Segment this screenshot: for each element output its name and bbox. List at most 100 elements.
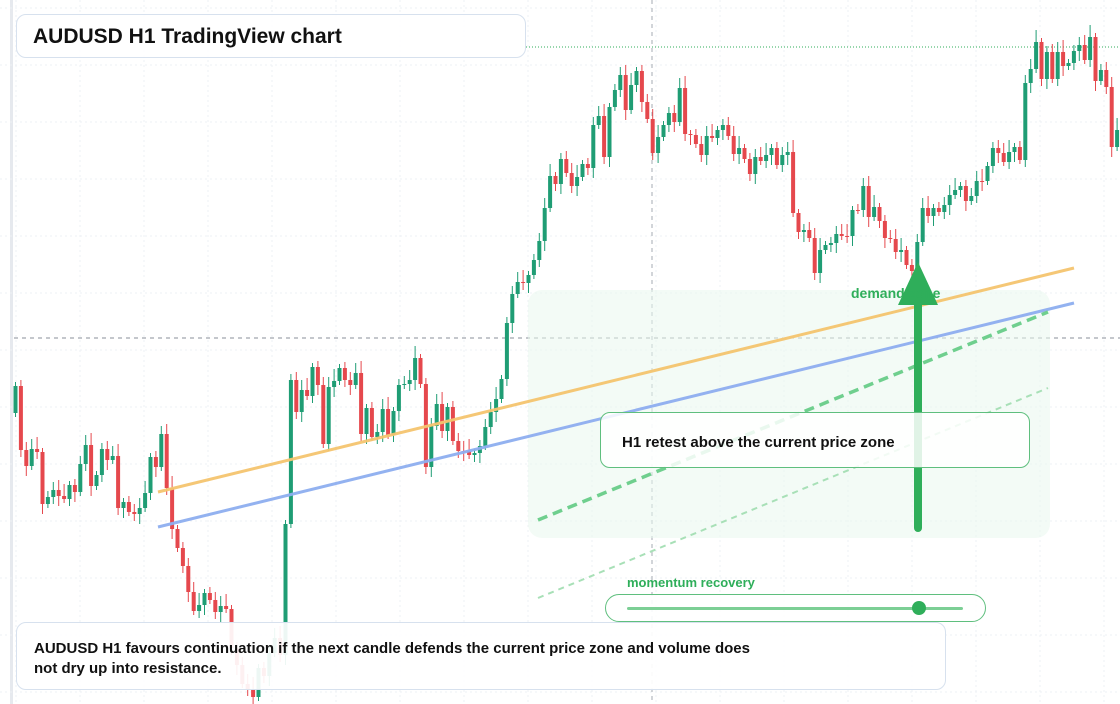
candle-body [1023, 83, 1028, 160]
arrow-head [898, 262, 938, 305]
candle-body [299, 390, 304, 412]
candle-body [380, 409, 385, 432]
candle-body [618, 75, 623, 90]
candle-body [175, 529, 180, 548]
retest-callout: H1 retest above the current price zone [600, 412, 1030, 468]
candle-body [56, 490, 61, 496]
momentum-slider[interactable] [605, 594, 986, 622]
candle-body [726, 125, 731, 136]
candle-body [342, 368, 347, 380]
candle-body [186, 566, 191, 592]
candle-body [623, 75, 628, 110]
candle-body [791, 152, 796, 213]
candle-body [29, 449, 34, 466]
candle-body [170, 488, 175, 529]
candle-body [526, 275, 531, 283]
candle-body [386, 409, 391, 435]
candle-body [807, 230, 812, 238]
candle-body [553, 176, 558, 184]
candle-body [558, 159, 563, 184]
candle-body [753, 157, 758, 174]
candle-body [672, 113, 677, 122]
candle-body [218, 606, 223, 612]
candle-body [1028, 69, 1033, 83]
candle-body [391, 411, 396, 435]
candle-body [1061, 52, 1066, 66]
candle-body [251, 689, 256, 697]
candle-body [537, 241, 542, 260]
candle-body [35, 449, 40, 452]
momentum-knob[interactable] [912, 601, 927, 615]
candle-body [980, 181, 985, 182]
candle-body [197, 605, 202, 611]
candle-body [315, 367, 320, 385]
candle-body [1034, 42, 1039, 69]
candle-body [888, 238, 893, 239]
candle-body [899, 250, 904, 252]
candle-body [931, 208, 936, 216]
candle-body [796, 213, 801, 232]
candle-body [742, 148, 747, 159]
candle-body [656, 137, 661, 153]
candle-body [105, 449, 110, 460]
candle-body [164, 434, 169, 488]
candle-body [1044, 52, 1049, 79]
candle-body [715, 130, 720, 138]
candle-body [585, 164, 590, 168]
candle-body [116, 456, 121, 508]
candle-body [904, 250, 909, 265]
candle-body [515, 282, 520, 294]
candle-body [893, 239, 898, 252]
candle-body [78, 464, 83, 492]
candle-body [24, 450, 29, 466]
candle-body [510, 294, 515, 323]
candle-body [823, 245, 828, 250]
candle-body [321, 385, 326, 444]
candle-body [375, 432, 380, 437]
candle-body [1007, 152, 1012, 162]
candle-body [569, 173, 574, 186]
candle-body [531, 260, 536, 275]
candle-body [645, 102, 650, 119]
candle-body [364, 408, 369, 434]
candle-body [332, 381, 337, 387]
candle-body [148, 457, 153, 493]
candle-body [747, 159, 752, 174]
candle-body [591, 125, 596, 168]
candle-body [1115, 130, 1120, 147]
candle-body [504, 323, 509, 379]
candle-body [812, 238, 817, 273]
candle-body [710, 136, 715, 138]
candle-body [94, 475, 99, 486]
candle-body [456, 441, 461, 451]
candle-body [305, 390, 310, 396]
candle-body [445, 407, 450, 431]
candle-body [407, 380, 412, 384]
candle-body [580, 164, 585, 177]
candle-body [758, 157, 763, 161]
candle-body [434, 404, 439, 426]
candle-body [1109, 87, 1114, 147]
candle-body [353, 373, 358, 385]
candle-body [1017, 147, 1022, 160]
candle-body [629, 85, 634, 110]
candle-body [764, 155, 769, 161]
candle-body [564, 159, 569, 173]
candle-body [1088, 37, 1093, 60]
candle-body [828, 243, 833, 245]
candle-body [472, 453, 477, 455]
candle-body [1082, 45, 1087, 60]
candle-body [18, 386, 23, 450]
candle-body [1001, 153, 1006, 162]
candle-body [1066, 63, 1071, 66]
candle-body [126, 502, 131, 512]
candle-body [494, 399, 499, 412]
candle-body [936, 208, 941, 212]
candle-body [202, 593, 207, 605]
candle-body [89, 445, 94, 486]
candle-body [774, 148, 779, 165]
candle-body [688, 134, 693, 135]
candle-body [1012, 147, 1017, 152]
candle-body [1098, 70, 1103, 81]
